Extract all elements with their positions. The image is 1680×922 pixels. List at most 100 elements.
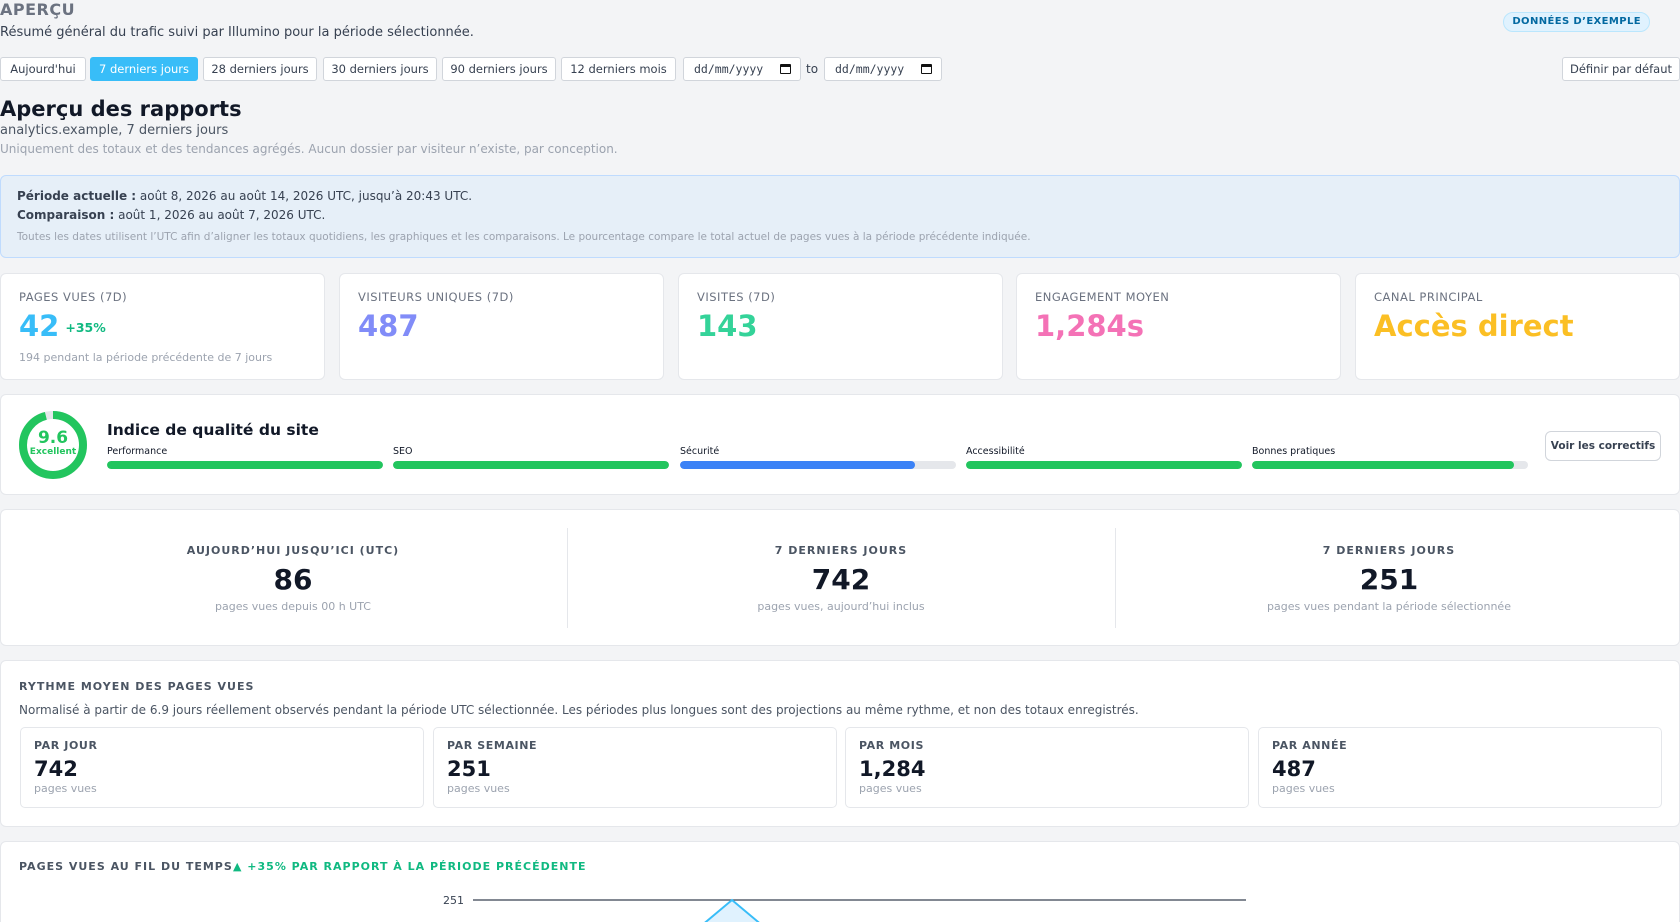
kpi-value: 487 [358,309,419,343]
site-quality-card: 9.6 Excellent Indice de qualité du site … [0,394,1680,495]
quality-bar-security [680,461,956,469]
summary-selected-period: 7 DERNIERS JOURS 251 pages vues pendant … [1116,510,1662,647]
range-7-days-button[interactable]: 7 derniers jours [90,57,198,81]
kpi-label: VISITEURS UNIQUES (7D) [358,290,514,304]
current-period-value: août 8, 2026 au août 14, 2026 UTC, jusqu… [139,189,473,203]
kpi-label: PAGES VUES (7D) [19,290,128,304]
timeline-area [705,900,759,922]
date-to-input[interactable]: dd/mm/yyyy [824,57,942,81]
timeline-y-tick: 251 [443,894,464,907]
kpi-subtext: 194 pendant la période précédente de 7 j… [19,351,273,364]
set-default-button[interactable]: Définir par défaut [1562,57,1680,81]
kpi-value: 1,284s [1035,309,1144,343]
report-note: Uniquement des totaux et des tendances a… [0,142,618,156]
summary-value: 86 [273,563,313,596]
quality-rating: Excellent [29,447,77,457]
pageviews-over-time-card: PAGES VUES AU FIL DU TEMPS ▲ +35% PAR RA… [0,841,1680,922]
current-period-label: Période actuelle : [17,189,137,203]
quality-bar-label: Sécurité [680,446,720,457]
kpi-value-line: 42 +35% [19,309,306,345]
summary-value: 742 [811,563,871,596]
calendar-icon[interactable] [780,64,791,74]
quality-bar-label: Accessibilité [966,446,1025,457]
quality-bar-label: Performance [107,446,168,457]
rhythm-label: PAR MOIS [859,739,924,752]
rhythm-label: PAR ANNÉE [1272,739,1348,752]
timeline-trend: ▲ +35% PAR RAPPORT À LA PÉRIODE PRÉCÉDEN… [233,860,587,873]
date-to-placeholder: dd/mm/yyyy [835,62,905,76]
page-label: APERÇU [0,0,76,19]
range-28-days-button[interactable]: 28 derniers jours [203,57,317,81]
rhythm-subtext: pages vues [447,782,510,795]
range-90-days-button[interactable]: 90 derniers jours [442,57,556,81]
summary-divider [1115,528,1116,628]
rhythm-subtext: pages vues [859,782,922,795]
date-from-input[interactable]: dd/mm/yyyy [683,57,801,81]
quality-gauge [19,411,87,479]
period-footnote: Toutes les dates utilisent l’UTC afin d’… [17,231,1031,243]
kpi-value: 42 [19,309,60,343]
quality-bar-fill [393,461,669,469]
comparison-period-line: Comparaison : août 1, 2026 au août 7, 20… [17,208,1663,227]
summary-card: AUJOURD’HUI JUSQU’ICI (UTC) 86 pages vue… [0,509,1680,646]
comparison-period-value: août 1, 2026 au août 7, 2026 UTC. [118,208,326,222]
rhythm-subtext: pages vues [1272,782,1335,795]
report-title: Aperçu des rapports [0,97,242,121]
summary-label: 7 DERNIERS JOURS [774,544,908,557]
kpi-delta-badge: +35% [65,320,106,335]
quality-bar-best-practices [1252,461,1528,469]
kpi-label: VISITES (7D) [697,290,776,304]
summary-label: AUJOURD’HUI JUSQU’ICI (UTC) [186,544,400,557]
quality-gauge-arc [19,411,87,479]
kpi-value: 143 [697,309,758,343]
quality-bar-fill [966,461,1242,469]
date-to-label: to [806,62,819,76]
comparison-period-label: Comparaison : [17,208,115,222]
quality-bar-accessibility [966,461,1242,469]
date-from-placeholder: dd/mm/yyyy [694,62,764,76]
quality-title: Indice de qualité du site [107,421,319,439]
summary-divider [567,528,568,628]
summary-subtext: pages vues pendant la période sélectionn… [1267,600,1511,613]
rhythm-per-month: PAR MOIS 1,284 pages vues [845,727,1249,808]
range-30-days-button[interactable]: 30 derniers jours [323,57,437,81]
kpi-card-engagement: ENGAGEMENT MOYEN 1,284s [1016,273,1341,380]
kpi-value: Accès direct [1374,309,1574,343]
rhythm-per-year: PAR ANNÉE 487 pages vues [1258,727,1662,808]
calendar-icon[interactable] [921,64,932,74]
summary-7-days: 7 DERNIERS JOURS 742 pages vues, aujourd… [568,510,1114,647]
rhythm-per-day: PAR JOUR 742 pages vues [20,727,424,808]
quality-score: 9.6 [37,428,69,448]
rhythm-label: PAR JOUR [34,739,98,752]
kpi-card-pageviews: PAGES VUES (7D) 42 +35% 194 pendant la pé… [0,273,325,380]
summary-today: AUJOURD’HUI JUSQU’ICI (UTC) 86 pages vue… [20,510,566,647]
current-period-line: Période actuelle : août 8, 2026 au août … [17,189,1663,208]
rhythm-value: 487 [1272,757,1316,781]
timeline-chart [473,898,1246,922]
kpi-card-visits: VISITES (7D) 143 [678,273,1003,380]
rhythm-value: 742 [34,757,78,781]
view-fixes-button[interactable]: Voir les correctifs [1545,431,1661,461]
quality-bar-label: SEO [393,446,413,457]
summary-value: 251 [1359,563,1419,596]
timeline-series-line [704,898,760,922]
kpi-card-unique-visitors: VISITEURS UNIQUES (7D) 487 [339,273,664,380]
quality-bar-fill [680,461,915,469]
kpi-label: CANAL PRINCIPAL [1374,290,1483,304]
rhythm-per-week: PAR SEMAINE 251 pages vues [433,727,837,808]
quality-bar-seo [393,461,669,469]
rhythm-subtext: pages vues [34,782,97,795]
quality-bar-label: Bonnes pratiques [1252,446,1336,457]
sample-data-badge: DONNÉES D’EXEMPLE [1503,12,1650,32]
timeline-title: PAGES VUES AU FIL DU TEMPS [19,860,233,873]
summary-subtext: pages vues depuis 00 h UTC [215,600,371,613]
rhythm-label: PAR SEMAINE [447,739,538,752]
range-12-months-button[interactable]: 12 derniers mois [561,57,676,81]
quality-bar-fill [1252,461,1515,469]
date-range-toolbar: Aujourd'hui 7 derniers jours 28 derniers… [0,57,1680,81]
kpi-label: ENGAGEMENT MOYEN [1035,290,1170,304]
summary-label: 7 DERNIERS JOURS [1322,544,1456,557]
quality-bar-performance [107,461,383,469]
range-today-button[interactable]: Aujourd'hui [0,57,86,81]
period-info-box: Période actuelle : août 8, 2026 au août … [0,175,1680,258]
